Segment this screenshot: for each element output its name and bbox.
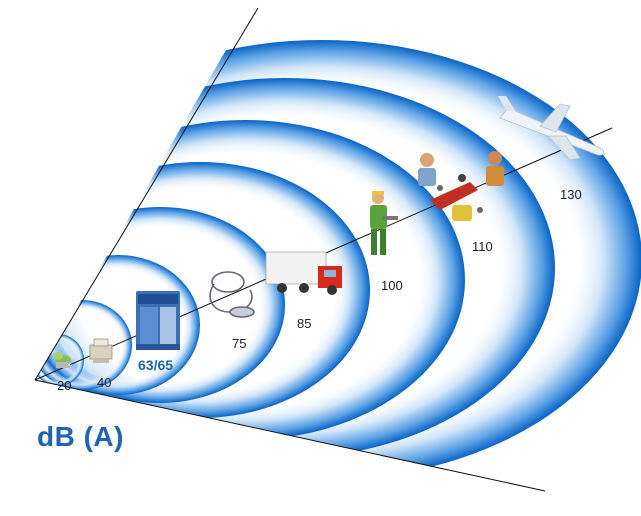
level-label-75: 75	[232, 336, 247, 351]
plant-icon	[53, 352, 71, 368]
printer-icon	[89, 338, 113, 363]
airplane-icon	[498, 96, 604, 161]
cone-upper-line	[34, 7, 259, 381]
level-label-130: 130	[560, 187, 582, 202]
cone-lower-line	[34, 379, 546, 492]
level-label-20: 20	[57, 378, 72, 393]
product-level-label: 63/65	[138, 357, 174, 373]
truck-icon	[265, 251, 342, 295]
worker-icon	[370, 191, 398, 255]
vacuum-icon	[209, 271, 255, 318]
level-label-100: 100	[381, 278, 403, 293]
compressor-icon	[136, 291, 180, 350]
cone-mask-bottom	[0, 380, 545, 516]
level-label-40: 40	[97, 375, 112, 390]
unit-label: dB (A)	[37, 421, 124, 452]
level-label-85: 85	[297, 316, 312, 331]
crowd-icon	[418, 151, 504, 221]
level-label-110: 110	[472, 239, 493, 254]
cone-mask-top	[0, 0, 255, 380]
